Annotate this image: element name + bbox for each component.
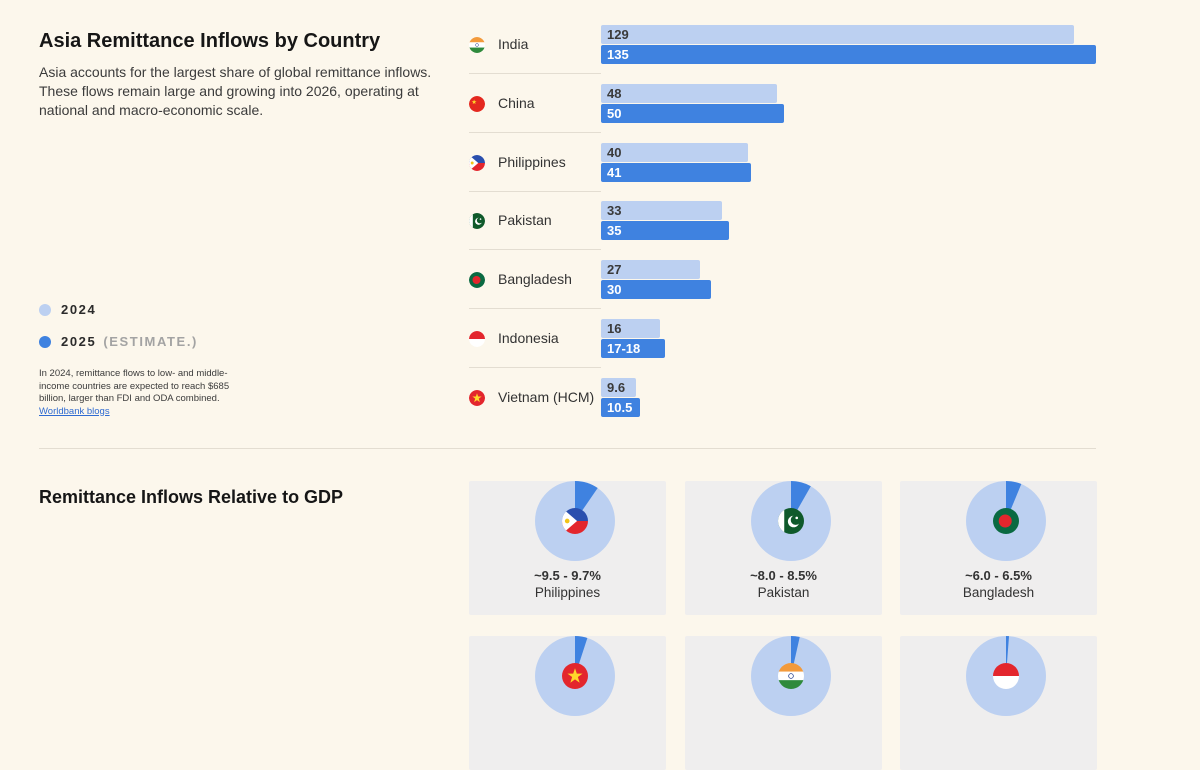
legend: 2024 2025 (ESTIMATE.)	[39, 302, 198, 349]
worldbank-blogs-link[interactable]: Worldbank blogs	[39, 405, 110, 417]
pakistan-flag-icon	[778, 508, 804, 534]
row-separator	[469, 249, 601, 251]
gdp-pie	[535, 636, 615, 716]
gdp-card	[900, 636, 1097, 770]
bar-2024: 27	[601, 260, 700, 280]
bar-row: Vietnam (HCM) 9.6 10.5	[469, 377, 1109, 436]
legend-item-2024: 2024	[39, 302, 198, 317]
gdp-pie	[966, 481, 1046, 561]
legend-dot-2024	[39, 303, 51, 316]
philippines-flag-icon	[469, 154, 485, 171]
legend-note: (ESTIMATE.)	[103, 334, 198, 349]
bar-row: Pakistan 33 35	[469, 201, 1109, 259]
gdp-card	[685, 636, 882, 770]
row-separator	[469, 367, 601, 368]
country-label: China	[498, 94, 535, 111]
gdp-pie	[751, 481, 831, 561]
bar-2024: 9.6	[601, 377, 637, 397]
row-separator	[469, 190, 601, 192]
bar-row: Philippines 40 41	[469, 142, 1109, 201]
country-label: India	[498, 36, 529, 52]
gdp-country: Bangladesh	[962, 585, 1035, 600]
gdp-value: ~6.0 - 6.5%	[965, 568, 1032, 583]
philippines-flag-icon	[562, 508, 588, 534]
bar-2024: 129	[601, 25, 1074, 44]
bar-2025: 17-18	[601, 339, 666, 358]
bar-value-label: 40	[607, 144, 622, 160]
footnote: In 2024, remittance flows to low- and mi…	[39, 368, 249, 418]
row-separator	[469, 73, 601, 74]
gdp-card: ~9.5 - 9.7% Philippines	[469, 481, 666, 615]
bar-value-label: 48	[607, 85, 622, 101]
gdp-card	[469, 636, 666, 770]
footnote-text: In 2024, remittance flows to low- and mi…	[39, 368, 230, 404]
bar-2025: 10.5	[601, 397, 640, 417]
bar-value-label: 9.6	[607, 379, 626, 395]
bar-value-label: 129	[607, 27, 629, 42]
bar-2024: 48	[601, 83, 777, 103]
bar-row: Indonesia 16 17-18	[469, 319, 1109, 377]
bar-value-label: 17-18	[607, 341, 641, 356]
gdp-value: ~8.0 - 8.5%	[750, 568, 817, 583]
vietnam-flag-icon	[469, 389, 485, 406]
india-flag-icon	[778, 663, 804, 689]
country-label: Indonesia	[498, 330, 559, 346]
pakistan-flag-icon	[469, 213, 485, 230]
country-label: Pakistan	[498, 212, 552, 229]
country-label: Vietnam (HCM)	[498, 388, 595, 405]
bar-2025: 50	[601, 103, 785, 123]
vietnam-flag-icon	[562, 663, 588, 689]
china-flag-icon	[469, 95, 485, 112]
bar-2025: 35	[601, 221, 730, 241]
chart-title: Asia Remittance Inflows by Country	[39, 30, 381, 52]
bar-2025: 41	[601, 162, 752, 182]
country-label: Philippines	[498, 153, 566, 170]
bar-value-label: 35	[607, 223, 622, 239]
gdp-pie	[535, 481, 615, 561]
row-separator	[469, 131, 601, 133]
bar-2025: 135	[601, 45, 1096, 64]
bar-value-label: 10.5	[607, 399, 633, 415]
section-divider	[39, 448, 1096, 449]
bar-value-label: 16	[607, 321, 622, 336]
gdp-country: Pakistan	[757, 585, 810, 600]
legend-label: 2025	[61, 334, 97, 349]
bar-2024: 16	[601, 319, 660, 338]
gdp-country: Philippines	[534, 585, 601, 600]
bangladesh-flag-icon	[469, 272, 485, 289]
chart-description: Asia accounts for the largest share of g…	[39, 64, 432, 118]
bar-value-label: 27	[607, 262, 622, 278]
gdp-section-title: Remittance Inflows Relative to GDP	[39, 487, 344, 507]
bar-row: Bangladesh 27 30	[469, 260, 1109, 318]
gdp-value: ~9.5 - 9.7%	[534, 568, 601, 583]
bar-2025: 30	[601, 280, 711, 300]
bar-value-label: 33	[607, 203, 622, 219]
bar-2024: 33	[601, 201, 722, 221]
legend-item-2025: 2025 (ESTIMATE.)	[39, 334, 198, 349]
country-label: Bangladesh	[498, 271, 572, 288]
indonesia-flag-icon	[469, 331, 485, 347]
bar-value-label: 30	[607, 282, 622, 298]
bar-row: China 48 50	[469, 83, 1109, 142]
india-flag-icon	[469, 37, 485, 53]
gdp-card: ~8.0 - 8.5% Pakistan	[685, 481, 882, 615]
bar-value-label: 135	[607, 47, 629, 62]
gdp-pie	[966, 636, 1046, 716]
indonesia-flag-icon	[993, 663, 1019, 689]
gdp-card: ~6.0 - 6.5% Bangladesh	[900, 481, 1097, 615]
row-separator	[469, 308, 601, 310]
bar-value-label: 41	[607, 164, 622, 180]
bangladesh-flag-icon	[993, 508, 1019, 534]
legend-label: 2024	[61, 302, 97, 317]
gdp-pie	[751, 636, 831, 716]
bar-value-label: 50	[607, 105, 622, 121]
legend-dot-2025	[39, 335, 51, 348]
bar-row: India 129 135	[469, 25, 1109, 83]
bar-2024: 40	[601, 142, 748, 162]
